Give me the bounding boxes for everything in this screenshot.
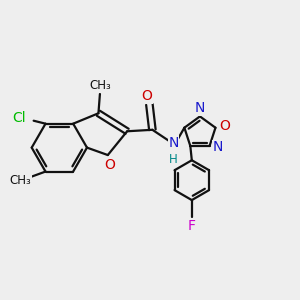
Text: CH₃: CH₃	[9, 174, 31, 187]
Text: O: O	[105, 158, 116, 172]
Text: CH₃: CH₃	[89, 79, 111, 92]
Text: Cl: Cl	[13, 111, 26, 125]
Text: N: N	[213, 140, 223, 154]
Text: N: N	[168, 136, 179, 150]
Text: F: F	[188, 219, 196, 232]
Text: H: H	[169, 153, 178, 166]
Text: O: O	[142, 89, 152, 103]
Text: N: N	[195, 101, 205, 115]
Text: O: O	[219, 119, 230, 133]
